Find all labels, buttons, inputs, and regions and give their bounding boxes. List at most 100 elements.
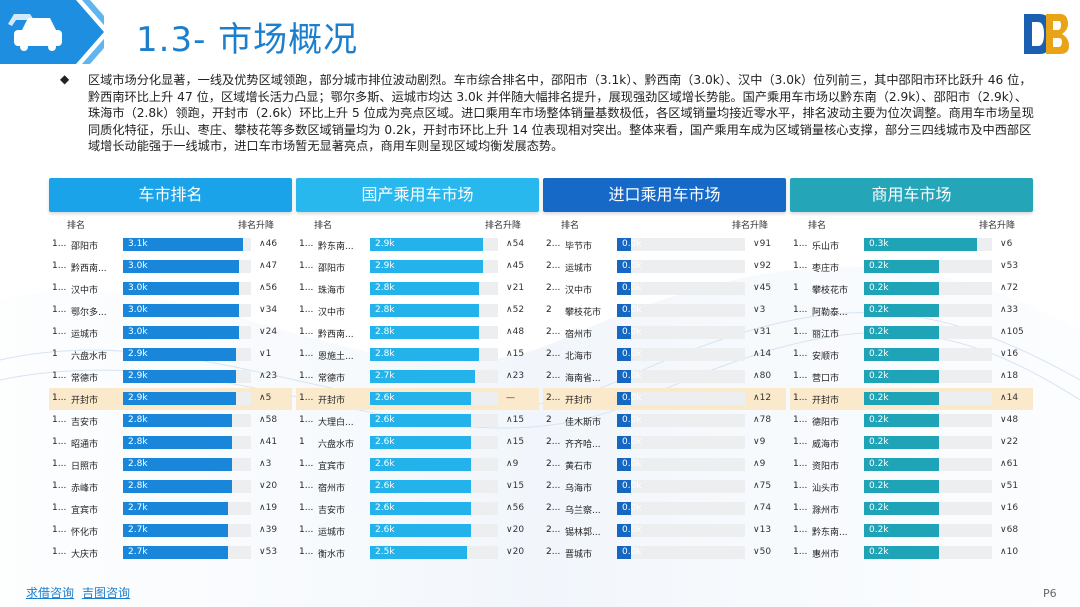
- row-city: 恩施土...: [318, 352, 354, 362]
- bar-value-label: 0.2k: [869, 393, 889, 403]
- bar-value-label: 0.0k: [622, 283, 642, 293]
- row-rank: 1...: [299, 261, 314, 271]
- rank-change: ∨20: [506, 525, 525, 535]
- row-rank: 1...: [52, 437, 67, 447]
- bar-track: 0.2k: [864, 502, 992, 515]
- bar-value-label: 0.0k: [622, 305, 642, 315]
- rank-change: ∨22: [1000, 437, 1019, 447]
- ranking-row: 2... 齐齐哈... 0.0k ∨9: [543, 432, 786, 454]
- ranking-row: 1... 邵阳市 2.9k ∧45: [296, 256, 539, 278]
- row-city: 开封市: [565, 396, 593, 406]
- row-city: 威海市: [812, 440, 840, 450]
- bar-value-label: 2.8k: [375, 327, 395, 337]
- row-city: 阿勒泰...: [812, 308, 848, 318]
- ranking-row: 1... 宿州市 2.6k ∨15: [296, 476, 539, 498]
- bar: 0.0k: [617, 238, 642, 251]
- ranking-row: 2... 乌海市 0.0k ∧75: [543, 476, 786, 498]
- rank-header: 排名: [561, 221, 580, 231]
- bar-value-label: 0.0k: [622, 525, 642, 535]
- bar-track: 0.0k: [617, 326, 745, 339]
- ranking-row: 1... 惠州市 0.2k ∧10: [790, 542, 1033, 564]
- bar-track: 2.5k: [370, 546, 498, 559]
- row-city: 齐齐哈...: [565, 440, 601, 450]
- row-rank: 1...: [299, 503, 314, 513]
- row-city: 赤峰市: [71, 484, 99, 494]
- ranking-row: 1... 丽江市 0.2k ∧105: [790, 322, 1033, 344]
- row-city: 北海市: [565, 352, 593, 362]
- row-rank: 2...: [546, 503, 561, 513]
- bar-value-label: 3.1k: [128, 239, 148, 249]
- ranking-row: 2... 锡林郭... 0.0k ∨13: [543, 520, 786, 542]
- rank-change: —: [506, 393, 515, 403]
- panel-title: 车市排名: [49, 178, 292, 212]
- row-city: 日照市: [71, 462, 99, 472]
- change-header: 排名升降: [484, 221, 521, 231]
- bar-track: 0.2k: [864, 348, 992, 361]
- ranking-row: 2... 运城市 0.0k ∨92: [543, 256, 786, 278]
- bar-track: 2.9k: [123, 370, 251, 383]
- bar: 0.0k: [617, 326, 642, 339]
- ranking-row: 1... 德阳市 0.2k ∨48: [790, 410, 1033, 432]
- row-rank: 1...: [793, 349, 808, 359]
- bar-value-label: 2.6k: [375, 525, 395, 535]
- row-rank: 1...: [793, 371, 808, 381]
- rank-change: ∨31: [753, 327, 772, 337]
- bar-track: 0.0k: [617, 436, 745, 449]
- row-city: 宜宾市: [318, 462, 346, 472]
- bar-track: 0.0k: [617, 370, 745, 383]
- bar-value-label: 2.7k: [128, 547, 148, 557]
- ranking-row: 1... 邵阳市 3.1k ∧46: [49, 234, 292, 256]
- row-city: 常德市: [71, 374, 99, 384]
- bar-track: 0.0k: [617, 524, 745, 537]
- bar-track: 2.6k: [370, 392, 498, 405]
- ranking-row: 1... 威海市 0.2k ∨22: [790, 432, 1033, 454]
- ranking-row: 2... 北海市 0.0k ∧14: [543, 344, 786, 366]
- bar-track: 3.0k: [123, 304, 251, 317]
- footer-link-1[interactable]: 求借咨询: [26, 586, 75, 600]
- column-headers: 排名 排名升降: [296, 216, 539, 232]
- panel-4: 商用车市场 排名 排名升降 1... 乐山市 0.3k ∨6 1... 枣庄市 0.2k ∨53 1 攀…: [790, 178, 1033, 570]
- rank-change: ∧15: [506, 437, 525, 447]
- bar-track: 2.6k: [370, 480, 498, 493]
- bar-value-label: 0.0k: [622, 393, 642, 403]
- row-rank: 1...: [793, 393, 808, 403]
- ranking-row: 1... 黔东南... 0.2k ∨68: [790, 520, 1033, 542]
- ranking-row: 1... 乐山市 0.3k ∨6: [790, 234, 1033, 256]
- ranking-row: 1 六盘水市 2.9k ∨1: [49, 344, 292, 366]
- bar-value-label: 2.9k: [128, 349, 148, 359]
- bar-track: 2.9k: [370, 260, 498, 273]
- bar: 0.2k: [864, 304, 940, 317]
- row-city: 开封市: [71, 396, 99, 406]
- row-rank: 1...: [52, 503, 67, 513]
- ranking-row: 1... 运城市 3.0k ∨24: [49, 322, 292, 344]
- bar-value-label: 2.5k: [375, 547, 395, 557]
- row-city: 安顺市: [812, 352, 840, 362]
- row-rank: 1...: [52, 547, 67, 557]
- rank-change: ∧74: [753, 503, 772, 513]
- row-city: 资阳市: [812, 462, 840, 472]
- row-city: 佳木斯市: [565, 418, 602, 428]
- bar-track: 0.0k: [617, 282, 745, 295]
- row-city: 开封市: [812, 396, 840, 406]
- ranking-row: 2... 汉中市 0.0k ∨45: [543, 278, 786, 300]
- bar: 0.2k: [864, 260, 940, 273]
- row-city: 吉安市: [71, 418, 99, 428]
- bar-track: 0.0k: [617, 480, 745, 493]
- rank-header: 排名: [314, 221, 333, 231]
- row-rank: 1...: [52, 525, 67, 535]
- bar: 0.2k: [864, 524, 940, 537]
- row-rank: 1...: [299, 481, 314, 491]
- rank-header: 排名: [67, 221, 86, 231]
- bar-value-label: 0.2k: [869, 415, 889, 425]
- bar-value-label: 0.2k: [869, 481, 889, 491]
- bar-value-label: 0.0k: [622, 261, 642, 271]
- bar: 0.2k: [864, 480, 940, 493]
- bar-value-label: 2.8k: [375, 305, 395, 315]
- row-rank: 1...: [299, 415, 314, 425]
- row-city: 汉中市: [71, 286, 99, 296]
- row-city: 大庆市: [71, 550, 99, 560]
- rank-change: ∨34: [259, 305, 278, 315]
- column-headers: 排名 排名升降: [543, 216, 786, 232]
- footer-link-2[interactable]: 吉图咨询: [82, 586, 131, 600]
- bar-track: 3.0k: [123, 260, 251, 273]
